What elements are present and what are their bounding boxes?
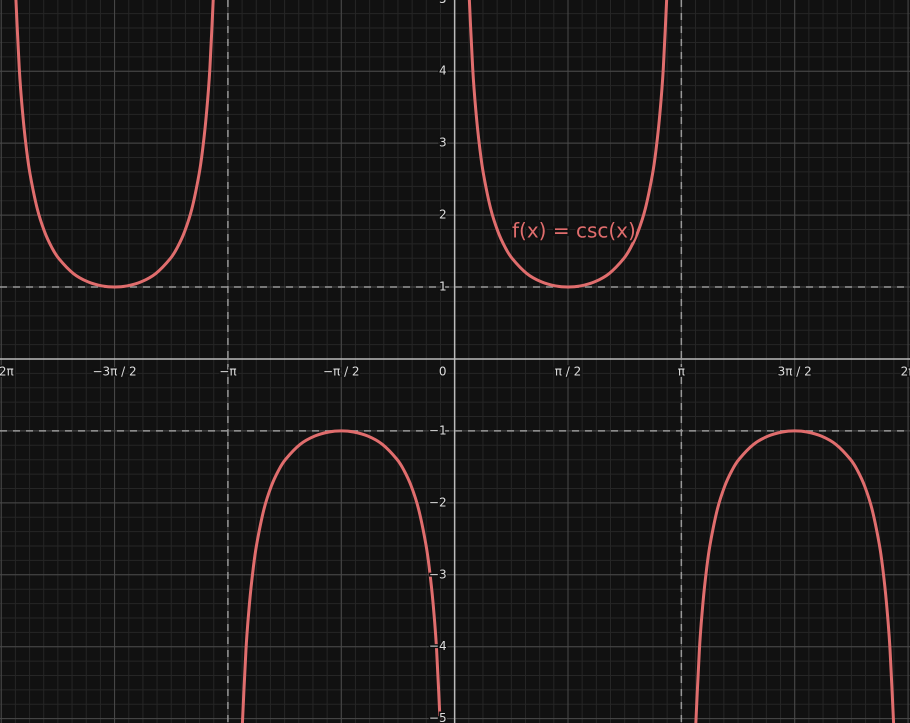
y-tick-label: 1	[439, 280, 447, 294]
y-tick-label: −3	[429, 567, 447, 581]
x-tick-label: −π	[219, 364, 236, 378]
curve	[14, 0, 896, 723]
x-tick-label: 0	[439, 364, 447, 378]
x-tick-label: 3π / 2	[778, 364, 812, 378]
y-tick-label: 4	[439, 64, 447, 78]
y-tick-label: 3	[439, 136, 447, 150]
y-tick-label: 2	[439, 208, 447, 222]
y-tick-label: −1	[429, 423, 447, 437]
x-tick-label: 2π	[901, 364, 910, 378]
x-tick-label: −π / 2	[323, 364, 360, 378]
x-tick-label: π	[678, 364, 685, 378]
x-tick-label: −3π / 2	[92, 364, 136, 378]
x-tick-label: π / 2	[555, 364, 582, 378]
y-tick-label: 5	[439, 0, 447, 6]
y-tick-label: −2	[429, 495, 447, 509]
x-tick-label: −2π	[0, 364, 14, 378]
y-tick-label: −4	[429, 639, 447, 653]
legend-label: f(x) = csc(x)	[512, 219, 636, 243]
plot	[14, 0, 896, 723]
y-tick-label: −5	[429, 711, 447, 723]
